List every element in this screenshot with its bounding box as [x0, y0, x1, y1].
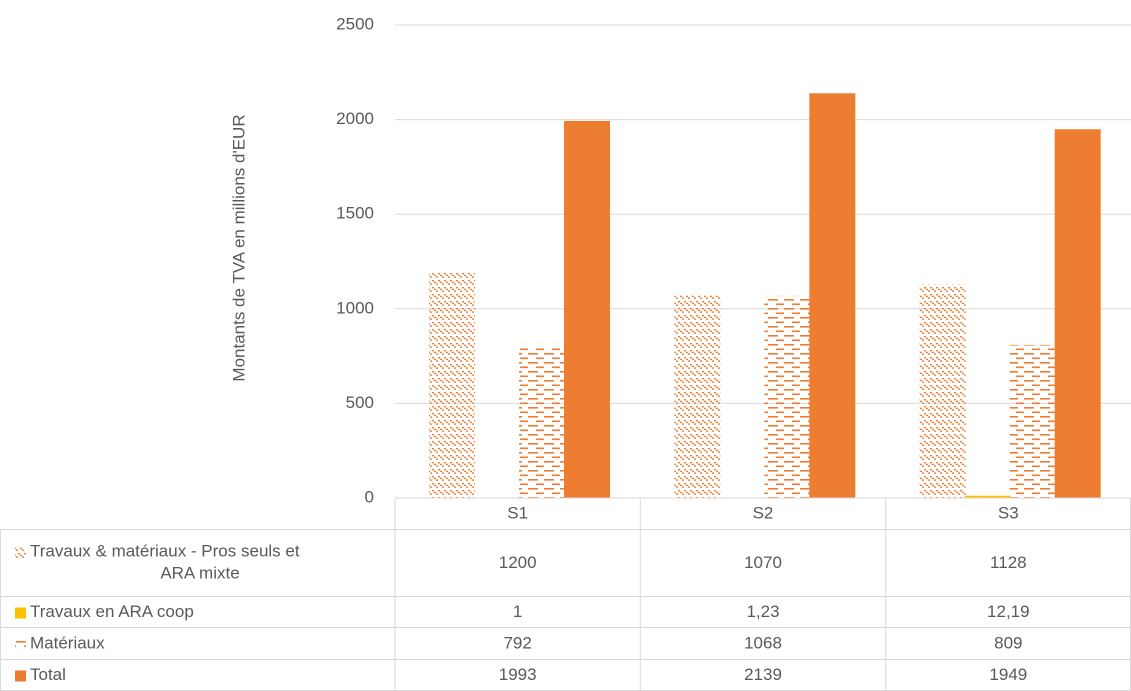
legend-label-series-3: Matériaux [30, 633, 105, 652]
data-label: 809 [994, 633, 1022, 652]
bar-s1-series-1 [429, 270, 475, 498]
bar-s3-series-4 [1054, 129, 1101, 498]
x-tick-label: S3 [998, 503, 1019, 522]
bar-s1-series-4 [564, 120, 610, 498]
bar-s1-series-3 [519, 348, 565, 498]
bar-s2-series-3 [764, 295, 811, 498]
bar-s3-series-1 [919, 284, 966, 498]
data-label: 1 [513, 602, 522, 621]
bar-s2-series-4 [809, 93, 856, 498]
y-tick-label: 2500 [336, 14, 374, 33]
gridlines [395, 24, 1131, 404]
data-label: 1949 [989, 665, 1027, 684]
y-axis-ticks: 0 500 1000 1500 2000 2500 [336, 14, 374, 506]
bar-s3-series-3 [1009, 344, 1056, 498]
legend-key-series-1 [15, 547, 26, 559]
data-label: 2139 [744, 665, 782, 684]
y-tick-label: 500 [346, 393, 374, 412]
y-tick-label: 1000 [336, 298, 374, 317]
data-label: 1,23 [746, 602, 779, 621]
bar-s2-series-1 [674, 295, 721, 498]
data-table: S1 S2 S3 Travaux & matériaux - Pros seuls e… [0, 497, 1131, 691]
legend-label-series-4: Total [30, 665, 66, 684]
y-tick-label: 1500 [336, 204, 374, 223]
legend-label-series-1: Travaux & matériaux - Pros seuls et ARA m… [30, 542, 300, 583]
x-tick-label: S2 [753, 503, 774, 522]
legend-key-series-3 [15, 639, 26, 650]
data-label: 1200 [499, 553, 537, 572]
y-axis-label: Montants de TVA en millions d'EUR [229, 114, 248, 381]
data-label: 1128 [990, 553, 1027, 572]
legend-key-series-2 [15, 607, 26, 619]
bars [429, 93, 1101, 499]
data-label: 12,19 [987, 602, 1030, 621]
data-label: 1993 [499, 665, 537, 684]
data-label: 1070 [744, 553, 782, 572]
y-tick-label: 0 [365, 487, 374, 506]
legend-key-series-4 [15, 670, 26, 682]
legend-label-series-2: Travaux en ARA coop [30, 602, 194, 621]
bar-s3-series-2 [964, 495, 1011, 498]
x-tick-label: S1 [507, 503, 528, 522]
data-label: 792 [503, 633, 531, 652]
y-tick-label: 2000 [336, 109, 374, 128]
data-label: 1068 [744, 633, 782, 652]
